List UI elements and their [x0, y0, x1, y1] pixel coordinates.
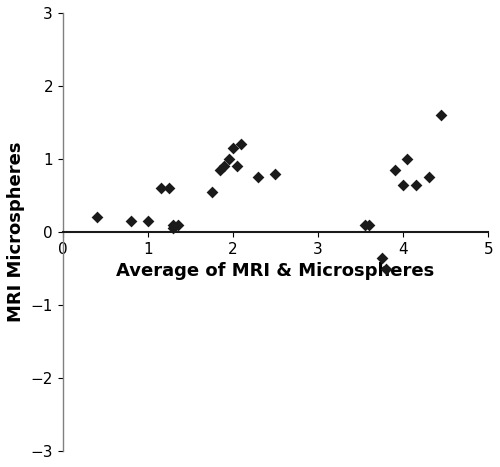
Point — [170, 221, 177, 228]
Point — [404, 155, 411, 163]
Point — [424, 174, 432, 181]
Point — [220, 163, 228, 170]
Point — [229, 144, 237, 152]
Point — [438, 112, 446, 119]
Point — [238, 141, 246, 148]
Point — [233, 163, 241, 170]
Y-axis label: MRI Microspheres: MRI Microspheres — [7, 142, 25, 322]
Point — [361, 221, 369, 228]
Point — [93, 214, 101, 221]
Point — [382, 265, 390, 272]
X-axis label: Average of MRI & Microspheres: Average of MRI & Microspheres — [116, 262, 434, 280]
Point — [170, 225, 177, 232]
Point — [156, 184, 164, 192]
Point — [174, 221, 182, 228]
Point — [365, 221, 373, 228]
Point — [378, 254, 386, 262]
Point — [412, 181, 420, 188]
Point — [216, 166, 224, 174]
Point — [208, 188, 216, 196]
Point — [127, 217, 135, 225]
Point — [272, 170, 280, 177]
Point — [399, 181, 407, 188]
Point — [165, 184, 173, 192]
Point — [254, 174, 262, 181]
Point — [390, 166, 398, 174]
Point — [144, 217, 152, 225]
Point — [224, 155, 232, 163]
